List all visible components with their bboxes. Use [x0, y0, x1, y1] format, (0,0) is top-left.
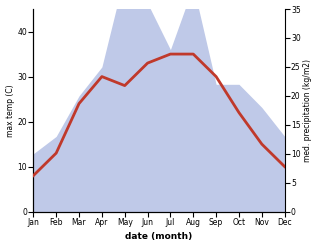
- Y-axis label: med. precipitation (kg/m2): med. precipitation (kg/m2): [303, 59, 313, 162]
- X-axis label: date (month): date (month): [125, 232, 193, 242]
- Y-axis label: max temp (C): max temp (C): [5, 84, 15, 137]
